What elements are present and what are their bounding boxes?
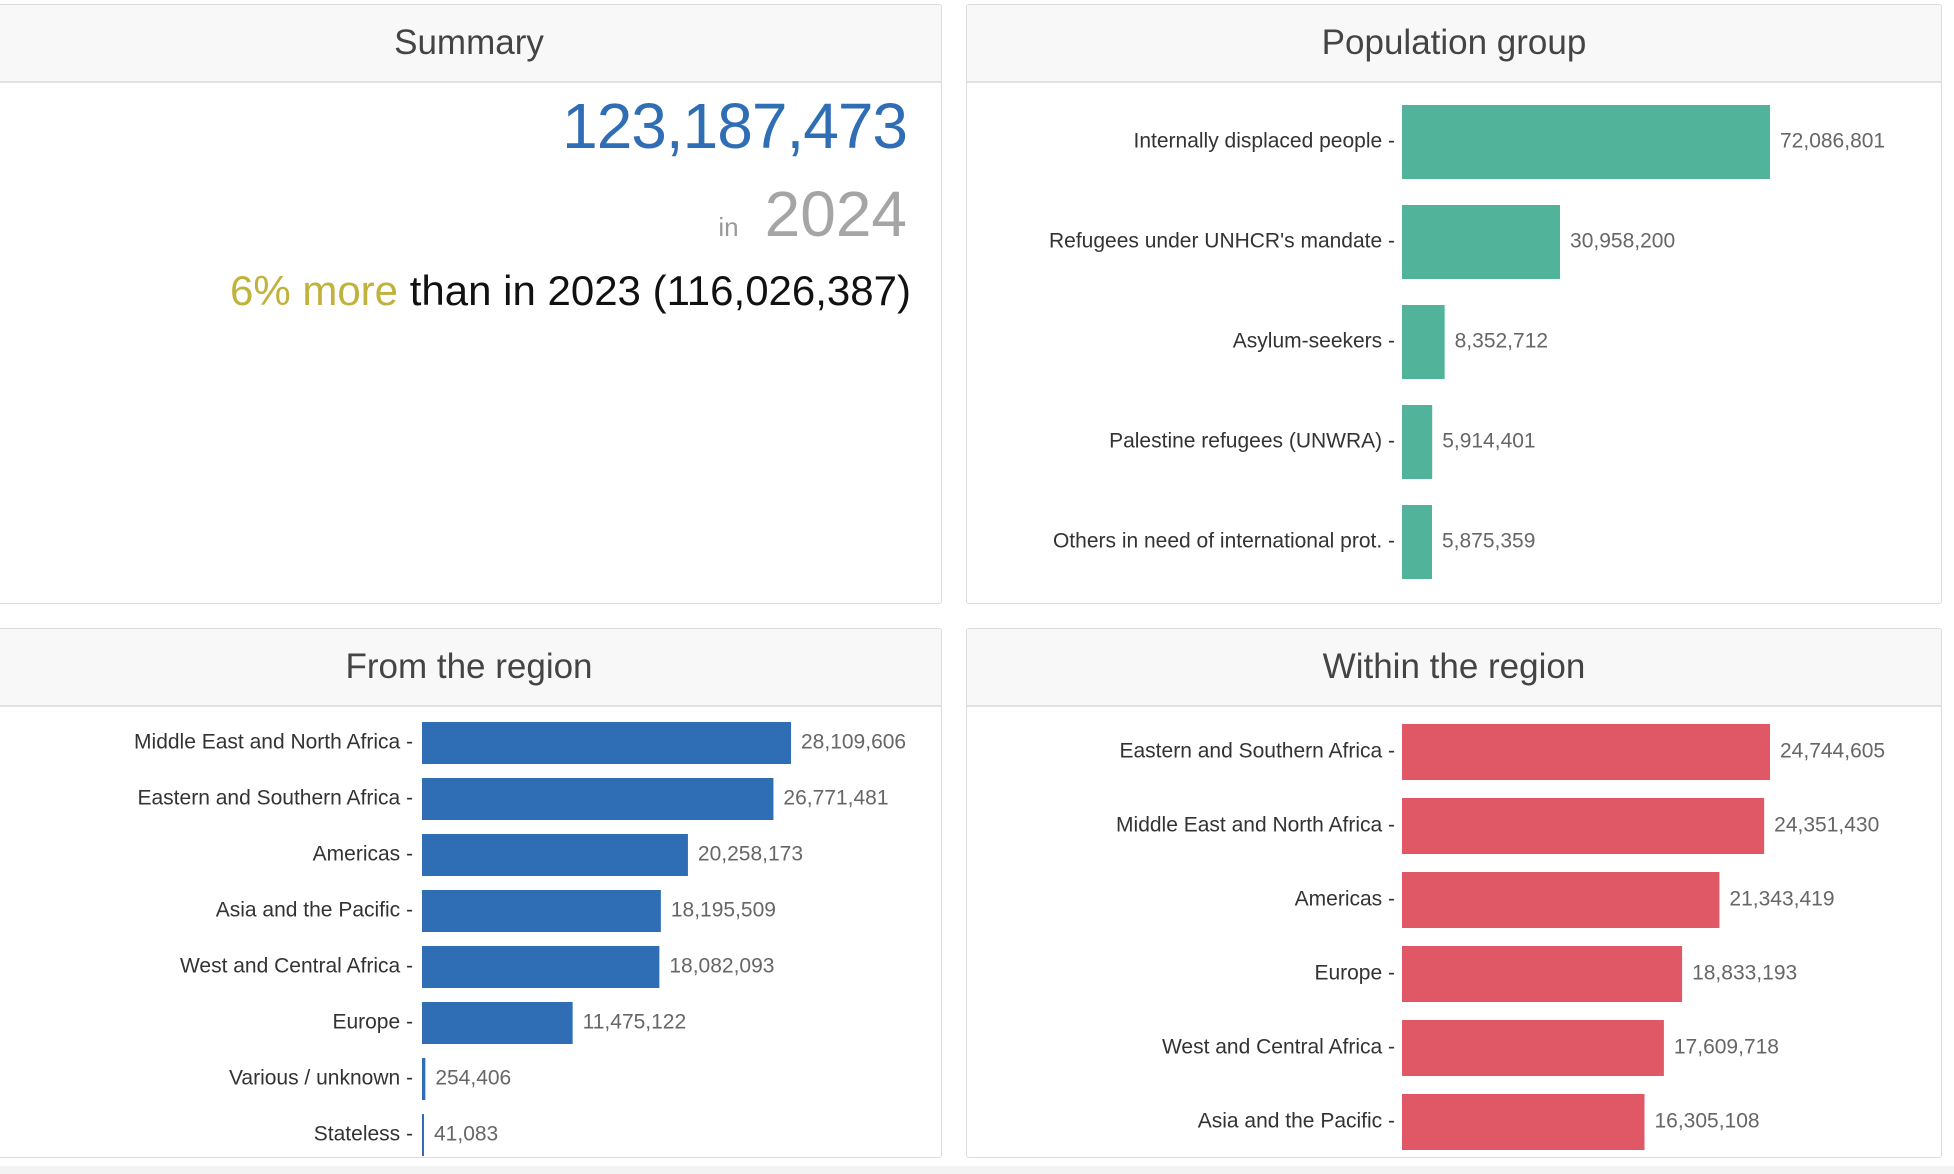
bar[interactable] — [422, 778, 774, 820]
bar[interactable] — [1402, 305, 1445, 379]
category-label: Stateless - — [314, 1123, 413, 1146]
value-label: 41,083 — [434, 1123, 498, 1146]
bar[interactable] — [1402, 798, 1765, 854]
bar[interactable] — [422, 1002, 573, 1044]
bar[interactable] — [1402, 505, 1432, 579]
from-region-chart: Middle East and North Africa - 28,109,606… — [134, 722, 906, 1156]
category-label: Internally displaced people - — [1134, 130, 1396, 153]
value-label: 17,609,718 — [1674, 1036, 1779, 1059]
bar[interactable] — [1402, 872, 1720, 928]
change-percent: 6% more — [229, 267, 399, 314]
value-label: 16,305,108 — [1654, 1110, 1759, 1133]
category-label: Asylum-seekers - — [1233, 330, 1395, 353]
value-label: 72,086,801 — [1780, 130, 1885, 153]
total-population: 123,187,473 — [562, 90, 908, 162]
bottom-divider — [0, 1166, 1954, 1174]
value-label: 254,406 — [435, 1067, 511, 1090]
within-region-title: Within the region — [967, 629, 1941, 707]
year-value: 2024 — [764, 178, 907, 250]
category-label: Refugees under UNHCR's mandate - — [1049, 230, 1395, 253]
category-label: Asia and the Pacific - — [1198, 1110, 1395, 1133]
value-label: 18,833,193 — [1692, 962, 1797, 985]
value-label: 30,958,200 — [1570, 230, 1675, 253]
value-label: 21,343,419 — [1729, 888, 1834, 911]
value-label: 5,914,401 — [1442, 430, 1535, 453]
from-region-title: From the region — [0, 629, 941, 707]
value-label: 18,195,509 — [671, 899, 776, 922]
population-group-title: Population group — [967, 5, 1941, 83]
bar[interactable] — [1402, 205, 1561, 279]
value-label: 20,258,173 — [698, 843, 803, 866]
within-region-panel: Within the region Eastern and Southern A… — [966, 628, 1942, 1158]
category-label: Middle East and North Africa - — [134, 731, 413, 754]
change-description: than in 2023 (116,026,387) — [409, 267, 911, 314]
in-label: in — [718, 212, 739, 242]
summary-panel: Summary 123,187,473 in 2024 6% more than… — [0, 4, 942, 604]
value-label: 26,771,481 — [783, 787, 888, 810]
summary-title: Summary — [0, 5, 941, 83]
category-label: West and Central Africa - — [1162, 1036, 1395, 1059]
bar[interactable] — [1402, 1020, 1664, 1076]
value-label: 11,475,122 — [583, 1011, 687, 1034]
year-comparison: 6% more than in 2023 (116,026,387) — [230, 267, 911, 315]
category-label: Europe - — [332, 1011, 413, 1034]
bar[interactable] — [1402, 405, 1433, 479]
category-label: Asia and the Pacific - — [216, 899, 413, 922]
category-label: Americas - — [1295, 888, 1395, 911]
value-label: 28,109,606 — [801, 731, 906, 754]
bar[interactable] — [422, 834, 688, 876]
category-label: West and Central Africa - — [180, 955, 413, 978]
bar[interactable] — [1402, 1094, 1645, 1150]
category-label: Americas - — [313, 843, 413, 866]
bar[interactable] — [422, 946, 660, 988]
value-label: 24,744,605 — [1780, 740, 1885, 763]
population-group-panel: Population group Internally displaced pe… — [966, 4, 1942, 604]
value-label: 24,351,430 — [1774, 814, 1879, 837]
category-label: Europe - — [1314, 962, 1395, 985]
population-group-chart: Internally displaced people - 72,086,801 R… — [1049, 105, 1885, 579]
category-label: Eastern and Southern Africa - — [1120, 740, 1396, 763]
category-label: Others in need of international prot. - — [1053, 530, 1395, 553]
value-label: 5,875,359 — [1442, 530, 1535, 553]
category-label: Middle East and North Africa - — [1116, 814, 1395, 837]
category-label: Various / unknown - — [229, 1067, 413, 1090]
value-label: 8,352,712 — [1455, 330, 1548, 353]
within-region-chart: Eastern and Southern Africa - 24,744,605 M… — [1116, 724, 1885, 1150]
year-line: in 2024 — [718, 177, 907, 251]
value-label: 18,082,093 — [669, 955, 774, 978]
category-label: Palestine refugees (UNWRA) - — [1109, 430, 1395, 453]
from-region-panel: From the region Middle East and North Af… — [0, 628, 942, 1158]
bar[interactable] — [422, 722, 791, 764]
bar[interactable] — [1402, 946, 1683, 1002]
bar[interactable] — [422, 1114, 424, 1156]
bar[interactable] — [422, 890, 661, 932]
bar[interactable] — [422, 1058, 426, 1100]
bar[interactable] — [1402, 105, 1770, 179]
bar[interactable] — [1402, 724, 1770, 780]
category-label: Eastern and Southern Africa - — [138, 787, 414, 810]
